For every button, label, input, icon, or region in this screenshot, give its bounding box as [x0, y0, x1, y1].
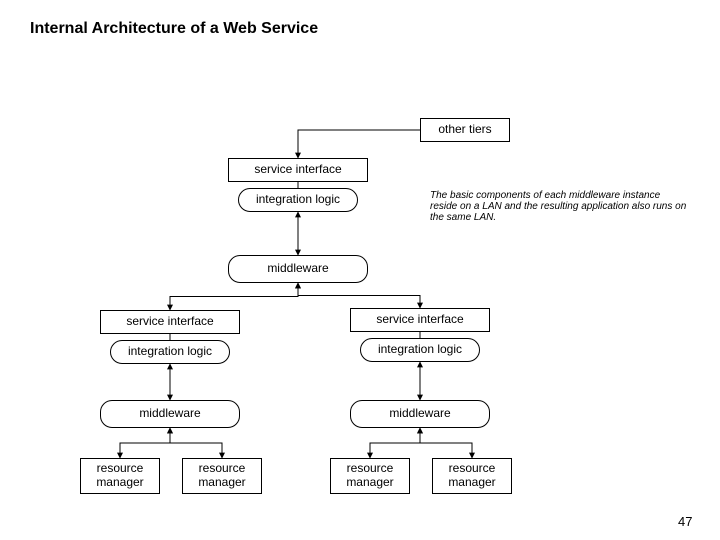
edge-12 [420, 428, 472, 458]
node-middleware_right: middleware [350, 400, 490, 428]
node-rm_rr: resource manager [432, 458, 512, 494]
edge-11 [370, 428, 420, 458]
node-int_logic_top: integration logic [238, 188, 358, 212]
node-svc_if_right: service interface [350, 308, 490, 332]
edge-10 [170, 428, 222, 458]
node-svc_if_top: service interface [228, 158, 368, 182]
edge-3 [170, 283, 298, 310]
node-middleware_left: middleware [100, 400, 240, 428]
node-rm_lr: resource manager [182, 458, 262, 494]
node-other_tiers: other tiers [420, 118, 510, 142]
node-int_logic_left: integration logic [110, 340, 230, 364]
node-rm_rl: resource manager [330, 458, 410, 494]
page-number: 47 [678, 514, 692, 529]
node-middleware_top: middleware [228, 255, 368, 283]
edge-0 [298, 130, 420, 158]
edge-9 [120, 428, 170, 458]
node-int_logic_right: integration logic [360, 338, 480, 362]
node-rm_ll: resource manager [80, 458, 160, 494]
edge-4 [298, 283, 420, 308]
page-title: Internal Architecture of a Web Service [30, 20, 318, 38]
side-note: The basic components of each middleware … [430, 190, 690, 223]
node-svc_if_left: service interface [100, 310, 240, 334]
